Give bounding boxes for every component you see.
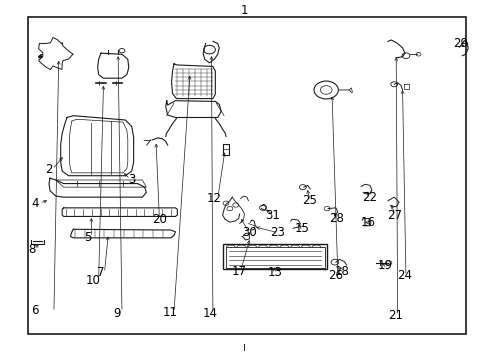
Text: 20: 20 [152, 213, 166, 226]
Text: 11: 11 [163, 306, 178, 319]
Text: 5: 5 [84, 231, 91, 244]
Text: 27: 27 [386, 208, 401, 221]
Text: 14: 14 [203, 307, 218, 320]
Bar [28, 18, 465, 334]
Text: 8: 8 [28, 243, 35, 256]
Text: 24: 24 [397, 269, 411, 282]
Text: 28: 28 [329, 212, 344, 225]
Text: 22: 22 [362, 191, 377, 204]
Bar [222, 244, 326, 269]
Text: 6: 6 [31, 304, 38, 317]
Text: 13: 13 [266, 266, 282, 279]
Text: 25: 25 [301, 194, 316, 207]
Text: 17: 17 [232, 265, 246, 278]
Text: 23: 23 [269, 226, 285, 239]
Text: 29: 29 [452, 37, 468, 50]
Text: 30: 30 [242, 226, 256, 239]
Text: 31: 31 [264, 209, 280, 222]
Text: 2: 2 [45, 163, 53, 176]
Circle shape [38, 55, 42, 58]
Text: 18: 18 [334, 265, 348, 278]
Text: 3: 3 [128, 173, 135, 186]
Text: 9: 9 [113, 307, 121, 320]
Text: 10: 10 [85, 274, 100, 287]
Text: 26: 26 [328, 269, 343, 282]
Text: 21: 21 [387, 309, 402, 322]
Text: 16: 16 [360, 216, 375, 229]
Text: 19: 19 [377, 259, 392, 272]
Text: 7: 7 [97, 266, 104, 279]
Text: 4: 4 [32, 197, 39, 210]
Text: 12: 12 [206, 192, 222, 205]
Text: 15: 15 [294, 222, 309, 235]
Text: 1: 1 [240, 4, 248, 17]
